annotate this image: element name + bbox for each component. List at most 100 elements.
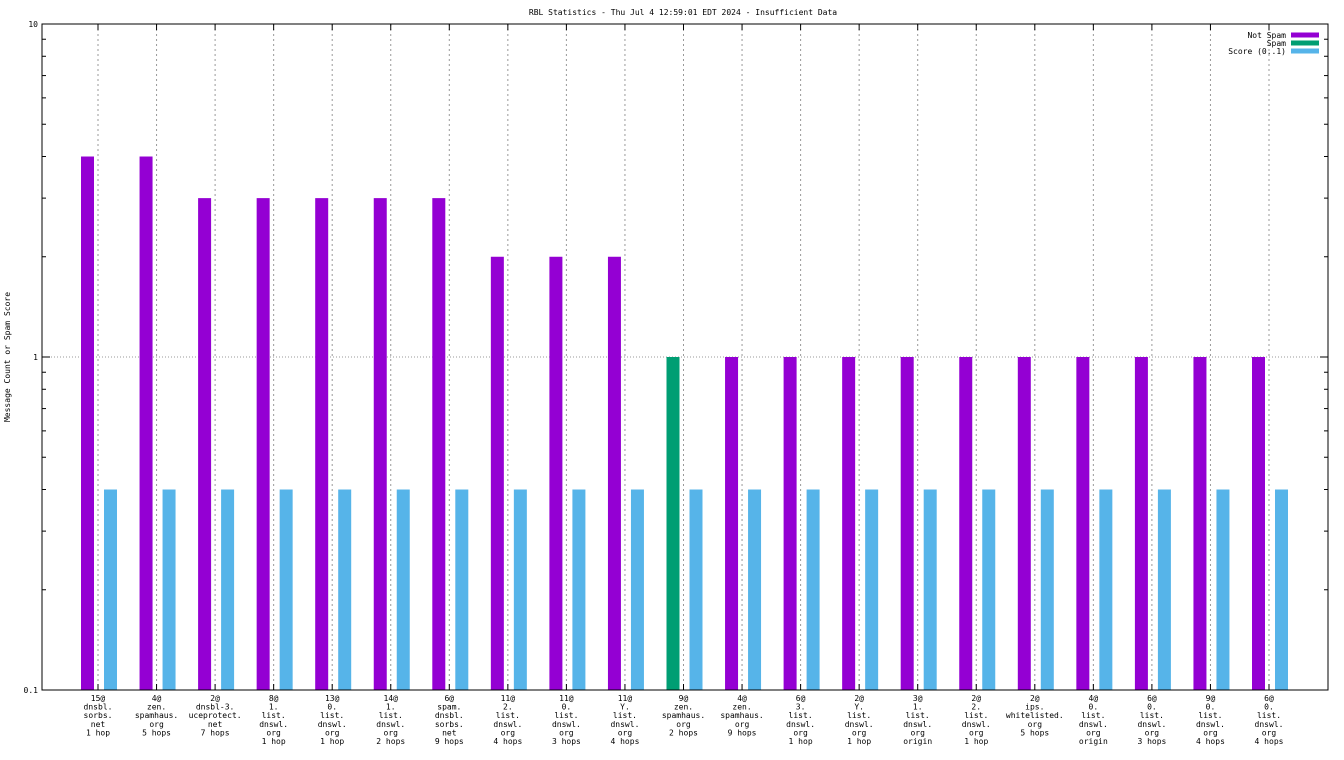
x-tick-label: dnswl. [1196, 720, 1225, 729]
x-tick-label: 4@ [737, 694, 747, 703]
bar-not-spam [1193, 357, 1207, 690]
bar-not-spam [1017, 357, 1031, 690]
bar-not-spam [315, 198, 329, 690]
x-tick-label: 2@ [210, 694, 220, 703]
bar-score [338, 489, 352, 690]
x-tick-label: sorbs. [84, 711, 113, 720]
legend-label: Spam [1267, 39, 1286, 48]
bar-score [572, 489, 586, 690]
x-tick-label: 1 hop [262, 737, 286, 746]
bar-not-spam [959, 357, 973, 690]
x-tick-label: 4 hops [1255, 737, 1284, 746]
x-tick-label: org [266, 728, 281, 737]
x-tick-label: list. [320, 711, 344, 720]
x-tick-label: dnswl. [903, 720, 932, 729]
x-tick-label: 3 hops [552, 737, 581, 746]
bar-not-spam [1076, 357, 1090, 690]
bar-score [923, 489, 937, 690]
x-tick-label: 1. [269, 703, 279, 712]
bar-spam [666, 357, 680, 690]
bar-score [630, 489, 644, 690]
bar-score [689, 489, 703, 690]
bar-score [982, 489, 996, 690]
bar-score [279, 489, 293, 690]
x-tick-label: dnswl. [493, 720, 522, 729]
bar-not-spam [783, 357, 797, 690]
x-tick-label: org [501, 728, 516, 737]
x-tick-label: 9@ [1206, 694, 1216, 703]
bar-score [1157, 489, 1171, 690]
bar-not-spam [725, 357, 739, 690]
grid [42, 24, 1328, 691]
x-tick-label: dnswl. [1255, 720, 1284, 729]
x-tick-label: org [852, 728, 867, 737]
x-tick-label: 4 hops [493, 737, 522, 746]
x-tick-label: list. [789, 711, 813, 720]
bar-not-spam [432, 198, 446, 690]
bar-not-spam [198, 198, 212, 690]
x-tick-label: 1. [913, 703, 923, 712]
x-tick-label: ips. [1025, 703, 1044, 712]
bar-score [806, 489, 820, 690]
x-tick-label: dnswl. [845, 720, 874, 729]
y-tick-labels: 10 1 0.1 [24, 20, 39, 695]
x-tick-label: 4 hops [1196, 737, 1225, 746]
x-tick-label: org [1086, 728, 1101, 737]
x-tick-label: 6@ [444, 694, 454, 703]
x-tick-label: org [969, 728, 984, 737]
x-tick-label: 1 hop [847, 737, 871, 746]
bar-not-spam [81, 156, 94, 690]
x-tick-label: net [442, 728, 457, 737]
x-tick-label: origin [903, 737, 932, 746]
bar-score [865, 489, 879, 690]
x-tick-label: net [91, 720, 106, 729]
x-tick-label: Y. [620, 703, 630, 712]
x-tick-label: org [1145, 728, 1160, 737]
x-tick-label: 6@ [796, 694, 806, 703]
x-tick-label: 7 hops [201, 728, 230, 737]
x-tick-label: 2 hops [669, 728, 698, 737]
x-tick-label: org [618, 728, 633, 737]
bar-score [1275, 489, 1288, 690]
x-tick-label: 0. [562, 703, 572, 712]
x-tick-label: list. [1081, 711, 1105, 720]
x-tick-label: 1 hop [320, 737, 344, 746]
x-tick-label: origin [1079, 737, 1108, 746]
bar-score [396, 489, 410, 690]
x-tick-label: spam. [437, 703, 461, 712]
x-tick-label: 8@ [269, 694, 279, 703]
x-tick-label: 9 hops [728, 728, 757, 737]
x-tick-label: dnsbl-3. [196, 703, 235, 712]
x-tick-label: 6@ [1264, 694, 1274, 703]
bar-not-spam [900, 357, 914, 690]
bar-score [1216, 489, 1230, 690]
x-tick-label: list. [496, 711, 520, 720]
chart-title: RBL Statistics - Thu Jul 4 12:59:01 EDT … [529, 8, 837, 17]
x-tick-label: org [149, 720, 164, 729]
x-tick-label: zen. [674, 703, 693, 712]
x-tick-label: 0. [1206, 703, 1216, 712]
x-tick-label: net [208, 720, 223, 729]
x-tick-label: 11@ [618, 694, 633, 703]
bar-score [221, 489, 235, 690]
x-tick-label: 1 hop [964, 737, 988, 746]
x-tick-label: org [559, 728, 574, 737]
x-tick-label: org [676, 720, 691, 729]
y-tick-label: 0.1 [24, 686, 39, 695]
x-tick-label: dnswl. [610, 720, 639, 729]
x-tick-label: org [1262, 728, 1277, 737]
x-tick-label: 2@ [854, 694, 864, 703]
x-tick-label: 3@ [913, 694, 923, 703]
legend-swatch [1291, 48, 1319, 54]
x-tick-label: spamhaus. [135, 711, 178, 720]
x-tick-label: org [384, 728, 399, 737]
x-tick-label: dnswl. [259, 720, 288, 729]
x-tick-label: 6@ [1147, 694, 1157, 703]
x-tick-label: 0. [1089, 703, 1099, 712]
x-tick-label: 11@ [501, 694, 516, 703]
bar-not-spam [607, 256, 621, 690]
legend-swatch [1291, 40, 1319, 46]
x-tick-label: list. [379, 711, 403, 720]
